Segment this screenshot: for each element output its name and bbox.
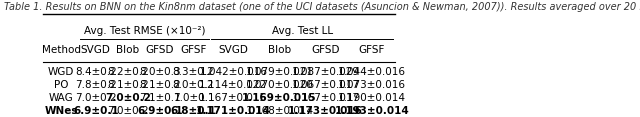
- Text: 1.079±0.021: 1.079±0.021: [246, 67, 314, 77]
- Text: 1.190±0.014: 1.190±0.014: [338, 93, 406, 103]
- Text: 1.070±0.020: 1.070±0.020: [246, 80, 314, 90]
- Text: 8.0±0.2: 8.0±0.2: [173, 80, 214, 90]
- Text: 6.9±0.1: 6.9±0.1: [73, 106, 118, 116]
- Text: 7.0±0.2: 7.0±0.2: [105, 93, 151, 103]
- Text: Blob: Blob: [116, 45, 140, 55]
- Text: 8.1±0.2: 8.1±0.2: [107, 80, 148, 90]
- Text: 8.0±0.3: 8.0±0.3: [140, 67, 181, 77]
- Text: GFSF: GFSF: [358, 45, 385, 55]
- Text: 1.073±0.016: 1.073±0.016: [338, 80, 406, 90]
- Text: 8.3±0.2: 8.3±0.2: [173, 67, 214, 77]
- Text: GFSD: GFSD: [146, 45, 174, 55]
- Text: 7.0±0.2: 7.0±0.2: [107, 106, 148, 116]
- Text: GFSF: GFSF: [180, 45, 207, 55]
- Text: 7.0±0.2: 7.0±0.2: [75, 93, 116, 103]
- Text: Avg. Test RMSE (×10⁻²): Avg. Test RMSE (×10⁻²): [84, 26, 205, 36]
- Text: 8.1±0.2: 8.1±0.2: [140, 80, 181, 90]
- Text: Method: Method: [42, 45, 81, 55]
- Text: 1.169±0.015: 1.169±0.015: [242, 93, 317, 103]
- Text: 6.9±0.1: 6.9±0.1: [138, 106, 183, 116]
- Text: 1.193±0.014: 1.193±0.014: [335, 106, 409, 116]
- Text: WAG: WAG: [49, 93, 74, 103]
- Text: 1.087±0.029: 1.087±0.029: [292, 67, 360, 77]
- Text: WNes: WNes: [44, 106, 78, 116]
- Text: Blob: Blob: [268, 45, 291, 55]
- Text: 1.042±0.016: 1.042±0.016: [199, 67, 268, 77]
- Text: PO: PO: [54, 80, 68, 90]
- Text: 1.167±0.017: 1.167±0.017: [292, 93, 360, 103]
- Text: Table 1. Results on BNN on the Kin8nm dataset (one of the UCI datasets (Asuncion: Table 1. Results on BNN on the Kin8nm da…: [4, 2, 640, 13]
- Text: WGD: WGD: [48, 67, 74, 77]
- Text: 8.4±0.2: 8.4±0.2: [75, 67, 116, 77]
- Text: 7.0±0.1: 7.0±0.1: [173, 93, 214, 103]
- Text: 1.167±0.015: 1.167±0.015: [199, 93, 268, 103]
- Text: 7.1±0.1: 7.1±0.1: [140, 93, 181, 103]
- Text: 1.044±0.016: 1.044±0.016: [338, 67, 406, 77]
- Text: SVGD: SVGD: [81, 45, 111, 55]
- Text: 8.2±0.2: 8.2±0.2: [107, 67, 148, 77]
- Text: 1.168±0.014: 1.168±0.014: [246, 106, 314, 116]
- Text: 1.171±0.014: 1.171±0.014: [196, 106, 271, 116]
- Text: 1.173±0.016: 1.173±0.016: [288, 106, 363, 116]
- Text: Avg. Test LL: Avg. Test LL: [272, 26, 333, 36]
- Text: GFSD: GFSD: [312, 45, 340, 55]
- Text: 1.114±0.022: 1.114±0.022: [199, 80, 268, 90]
- Text: 6.8±0.1: 6.8±0.1: [171, 106, 216, 116]
- Text: 7.8±0.2: 7.8±0.2: [75, 80, 116, 90]
- Text: 1.067±0.017: 1.067±0.017: [292, 80, 360, 90]
- Text: SVGD: SVGD: [218, 45, 248, 55]
